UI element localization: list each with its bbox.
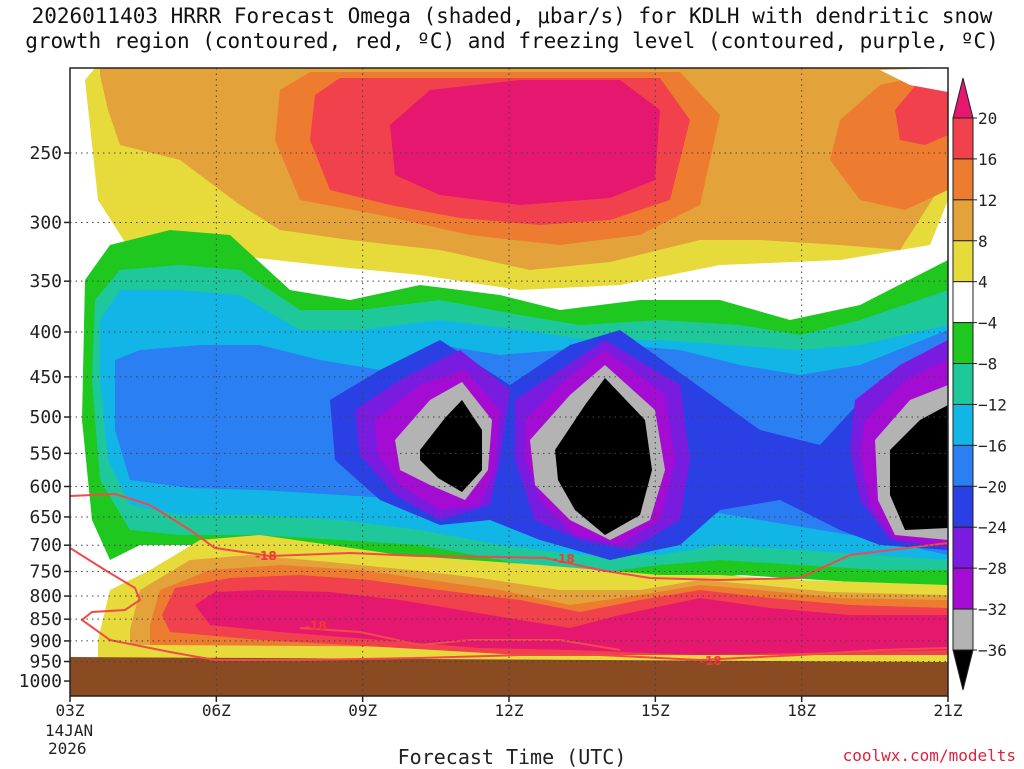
colorbar-bottom-arrow	[952, 649, 974, 691]
credit: coolwx.com/modelts	[842, 746, 1016, 765]
colorbar-label-5: −4	[978, 314, 997, 333]
x-axis-title: Forecast Time (UTC)	[397, 745, 627, 769]
colorbar-label-1: 16	[978, 150, 997, 169]
contour-label-4: -18	[700, 654, 722, 668]
colorbar-bin-8	[952, 444, 974, 487]
y-tick-label-950: 950	[29, 652, 62, 673]
x-tick-label-12Z: 12Z	[495, 701, 524, 720]
x-tick-label-09Z: 09Z	[348, 701, 377, 720]
y-tick-label-700: 700	[29, 535, 62, 556]
colorbar-label-0: 20	[978, 109, 997, 128]
colorbar-label-10: −24	[978, 518, 1007, 537]
x-date-year: 2026	[48, 739, 87, 758]
colorbar-bin-3	[952, 240, 974, 283]
colorbar-top-arrow	[952, 77, 974, 119]
gap-white	[880, 68, 948, 92]
mid-black-center	[555, 378, 652, 535]
colorbar-label-8: −16	[978, 436, 1007, 455]
y-tick-label-400: 400	[29, 322, 62, 343]
colorbar-bin-6	[952, 363, 974, 405]
mid-black-right	[890, 405, 948, 530]
colorbar-bin-10	[952, 526, 974, 569]
y-tick-label-750: 750	[29, 561, 62, 582]
colorbar-bin-2	[952, 199, 974, 242]
x-tick-label-21Z: 21Z	[934, 701, 963, 720]
colorbar-label-13: −36	[978, 641, 1007, 660]
colorbar-bin-4	[952, 281, 974, 324]
x-axis-labels: 03Z 06Z 09Z 12Z 15Z 18Z 21Z	[56, 701, 963, 720]
omega-shading	[70, 68, 948, 696]
y-tick-label-300: 300	[29, 212, 62, 233]
x-tick-label-18Z: 18Z	[787, 701, 816, 720]
y-tick-label-850: 850	[29, 609, 62, 630]
contour-inner	[299, 627, 621, 651]
colorbar-label-11: −28	[978, 559, 1007, 578]
title-line-2: growth region (contoured, red, ºC) and f…	[25, 29, 999, 53]
page-title: 2026011403 HRRR Forecast Omega (shaded, …	[0, 4, 1024, 54]
colorbar-label-6: −8	[978, 355, 997, 374]
upper-band-red-right	[895, 72, 948, 145]
x-tick-label-15Z: 15Z	[641, 701, 670, 720]
colorbar-label-7: −12	[978, 395, 1007, 414]
colorbar-bin-5	[952, 322, 974, 365]
colorbar-bin-7	[952, 403, 974, 446]
contour-labels: -18 -18 -18 -18	[255, 549, 722, 668]
x-tick-label-06Z: 06Z	[202, 701, 231, 720]
plot-frame	[69, 67, 949, 697]
mid-black-left	[420, 400, 482, 492]
contour-label-3: -18	[305, 619, 327, 633]
x-date-day: 14JAN	[45, 721, 93, 740]
contour-label-1: -18	[255, 549, 277, 563]
upper-band-magenta	[390, 80, 660, 205]
low-magenta	[195, 590, 948, 655]
colorbar-bin-12	[952, 608, 974, 651]
y-tick-label-250: 250	[29, 143, 62, 164]
y-tick-label-500: 500	[29, 407, 62, 428]
colorbar-label-3: 8	[978, 232, 988, 251]
colorbar-bin-9	[952, 485, 974, 528]
colorbar-bin-11	[952, 567, 974, 610]
colorbar-label-2: 12	[978, 191, 997, 210]
y-tick-label-550: 550	[29, 443, 62, 464]
colorbar-bin-1	[952, 158, 974, 201]
ground	[70, 657, 948, 696]
y-tick-label-900: 900	[29, 631, 62, 652]
colorbar-bin-0	[952, 117, 974, 160]
y-tick-label-350: 350	[29, 271, 62, 292]
title-line-1: 2026011403 HRRR Forecast Omega (shaded, …	[31, 4, 993, 28]
colorbar-label-4: 4	[978, 273, 988, 292]
contour-lower	[70, 547, 948, 662]
y-axis-labels: 2503003504004505005506006507007508008509…	[19, 143, 62, 692]
dendritic-contours	[70, 492, 948, 662]
y-tick-label-650: 650	[29, 507, 62, 528]
grid	[64, 68, 949, 702]
contour-label-2: -18	[553, 552, 575, 566]
y-tick-label-600: 600	[29, 476, 62, 497]
contour-upper	[70, 492, 948, 582]
y-tick-label-800: 800	[29, 586, 62, 607]
colorbar: 20 16 12 8 4 −4 −8 −12 −16 −20 −24 −28 −32 −36	[952, 77, 1007, 691]
x-tick-label-03Z: 03Z	[56, 701, 85, 720]
y-tick-label-1000: 1000	[19, 671, 62, 692]
y-tick-label-450: 450	[29, 367, 62, 388]
colorbar-label-12: −32	[978, 600, 1007, 619]
colorbar-label-9: −20	[978, 477, 1007, 496]
